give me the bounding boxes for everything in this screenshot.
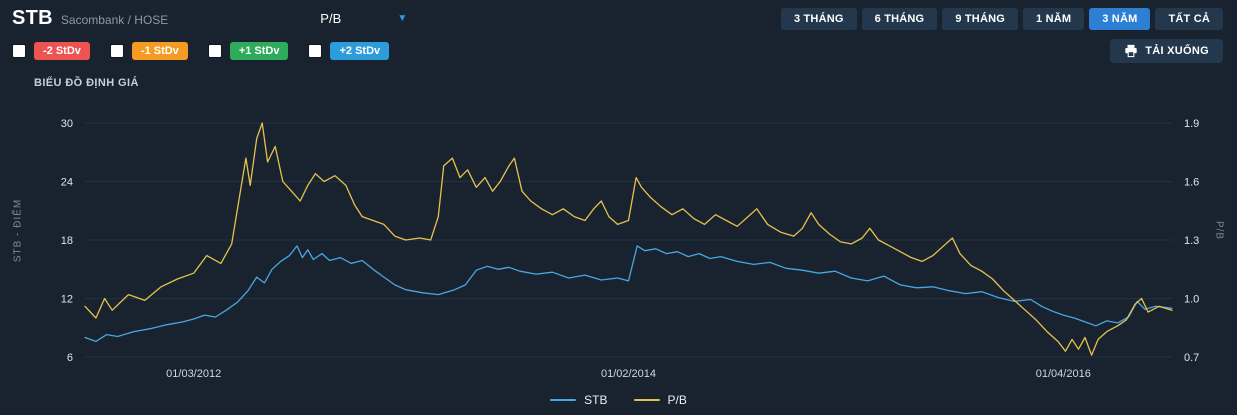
valuation-chart: 30 24 18 12 6 1.9 1.6 1.3 1.0 0.7 01/03/2012 01/02/… bbox=[61, 118, 1200, 380]
right-tick-label: 1.9 bbox=[1184, 118, 1199, 130]
metric-dropdown[interactable]: P/B ▼ bbox=[316, 9, 411, 28]
x-axis-label: 01/03/2012 bbox=[166, 368, 221, 380]
legend-label-stb: STB bbox=[584, 393, 608, 407]
range-button-1y[interactable]: 1 NĂM bbox=[1023, 7, 1085, 30]
stdev-checkbox-minus2[interactable] bbox=[12, 43, 26, 58]
stdev-badge-minus2[interactable]: -2 StDv bbox=[34, 41, 90, 60]
stdev-badge-plus2[interactable]: +2 StDv bbox=[330, 41, 390, 60]
legend-swatch-stb bbox=[550, 399, 577, 401]
ticker-subtitle: Sacombank / HOSE bbox=[60, 13, 169, 27]
right-tick-label: 0.7 bbox=[1184, 352, 1199, 364]
stdev-badge-plus1[interactable]: +1 StDv bbox=[229, 41, 289, 60]
series-line-P/B bbox=[84, 122, 1173, 356]
range-button-group: 3 THÁNG 6 THÁNG 9 THÁNG 1 NĂM 3 NĂM TẤT … bbox=[780, 7, 1223, 30]
x-axis-label: 01/02/2014 bbox=[601, 368, 656, 380]
range-button-6m[interactable]: 6 THÁNG bbox=[861, 7, 938, 30]
right-tick-label: 1.6 bbox=[1184, 177, 1199, 189]
download-button[interactable]: TẢI XUỐNG bbox=[1110, 38, 1223, 63]
download-button-label: TẢI XUỐNG bbox=[1145, 44, 1209, 57]
left-tick-label: 24 bbox=[61, 177, 73, 189]
stdev-toggle-plus1[interactable]: +1 StDv bbox=[207, 41, 289, 60]
left-tick-label: 12 bbox=[61, 294, 73, 306]
header: STB Sacombank / HOSE P/B ▼ 3 THÁNG 6 THÁ… bbox=[0, 0, 1237, 30]
legend-swatch-pb bbox=[633, 399, 660, 401]
range-button-3y[interactable]: 3 NĂM bbox=[1089, 7, 1151, 30]
ticker-symbol: STB bbox=[12, 7, 53, 29]
chart-legend: STB P/B bbox=[0, 393, 1237, 407]
stdev-toggle-plus2[interactable]: +2 StDv bbox=[308, 41, 390, 60]
legend-item-pb[interactable]: P/B bbox=[633, 393, 687, 407]
stdev-badge-minus1[interactable]: -1 StDv bbox=[131, 41, 188, 60]
range-button-all[interactable]: TẤT CẢ bbox=[1155, 7, 1223, 30]
stdev-checkbox-plus2[interactable] bbox=[308, 43, 323, 58]
range-button-3m[interactable]: 3 THÁNG bbox=[780, 7, 857, 30]
chevron-down-icon: ▼ bbox=[397, 13, 408, 24]
left-axis-title: STB - ĐIỂM bbox=[12, 198, 24, 263]
legend-label-pb: P/B bbox=[667, 393, 687, 407]
controls-row: -2 StDv -1 StDv +1 StDv +2 StDv TẢI XUỐN… bbox=[0, 38, 1237, 63]
chart-section-title: BIỂU ĐỒ ĐỊNH GIÁ bbox=[34, 77, 139, 89]
series-line-STB bbox=[84, 245, 1173, 343]
stdev-toggle-minus2[interactable]: -2 StDv bbox=[12, 41, 90, 60]
left-tick-label: 18 bbox=[61, 235, 73, 247]
legend-item-stb[interactable]: STB bbox=[550, 393, 608, 407]
metric-dropdown-value: P/B bbox=[320, 11, 342, 26]
left-tick-label: 6 bbox=[67, 352, 73, 364]
right-axis-title: P/B bbox=[1213, 220, 1225, 241]
stdev-checkbox-plus1[interactable] bbox=[207, 43, 222, 58]
stdev-checkbox-minus1[interactable] bbox=[109, 43, 124, 58]
range-button-9m[interactable]: 9 THÁNG bbox=[942, 7, 1018, 30]
left-tick-label: 30 bbox=[61, 118, 73, 130]
right-tick-label: 1.3 bbox=[1184, 235, 1199, 247]
printer-icon bbox=[1125, 44, 1137, 57]
chart-area: 30 24 18 12 6 1.9 1.6 1.3 1.0 0.7 01/03/2012 01/02/… bbox=[0, 99, 1237, 389]
x-axis-label: 01/04/2016 bbox=[1036, 368, 1091, 380]
stdev-toggle-minus1[interactable]: -1 StDv bbox=[109, 41, 188, 60]
right-tick-label: 1.0 bbox=[1184, 294, 1199, 306]
title-block: STB Sacombank / HOSE bbox=[12, 7, 168, 30]
